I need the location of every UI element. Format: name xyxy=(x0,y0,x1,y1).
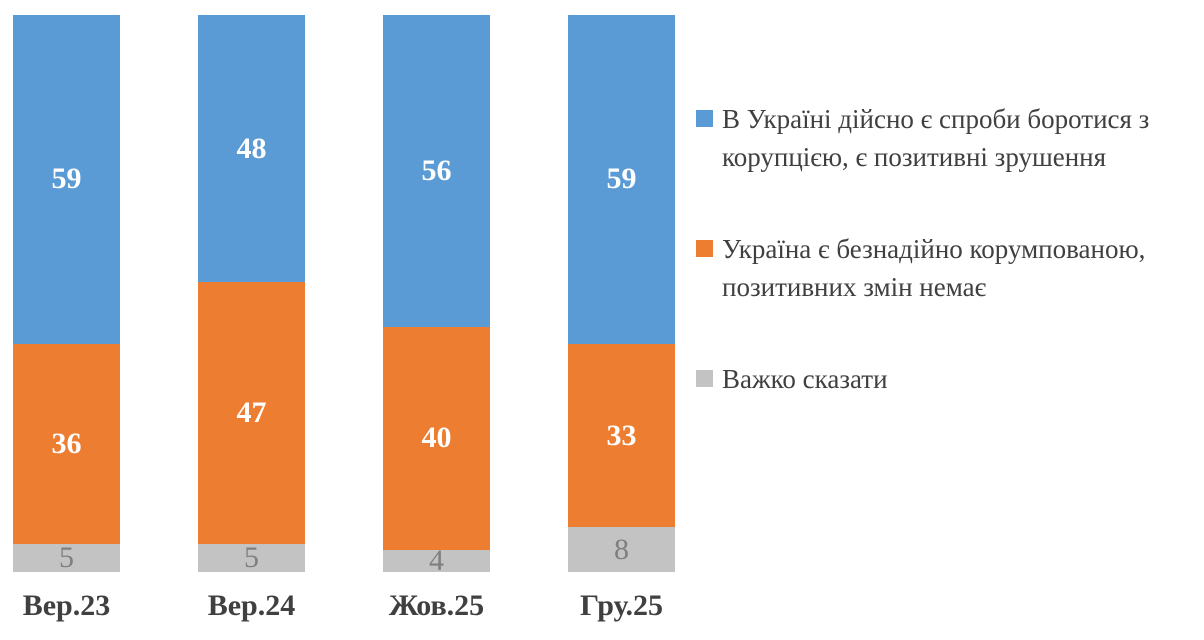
bar-column: 56 40 4 Жов.25 xyxy=(383,15,490,623)
bar-segment: 40 xyxy=(383,326,490,550)
data-label: 48 xyxy=(236,131,267,165)
bar-segment: 4 xyxy=(383,545,490,575)
legend-swatch-icon xyxy=(696,240,713,257)
category-label: Гру.25 xyxy=(580,589,663,622)
chart-legend: В Україні дійсно є спроби боротися з кор… xyxy=(696,100,1196,398)
bar-stack: 56 40 4 xyxy=(383,15,490,575)
legend-label: Україна є безнадійно корумпованою, позит… xyxy=(722,234,1146,302)
data-label: 40 xyxy=(421,421,452,455)
bar-segment: 8 xyxy=(568,527,675,572)
legend-item: В Україні дійсно є спроби боротися з кор… xyxy=(696,100,1196,176)
legend-label: В Україні дійсно є спроби боротися з кор… xyxy=(722,104,1150,172)
bar-stack: 48 47 5 xyxy=(198,15,305,575)
data-label: 59 xyxy=(51,162,82,196)
category-label: Вер.24 xyxy=(207,589,296,622)
bar-segment: 33 xyxy=(568,343,675,528)
bar-column: 59 36 5 Вер.23 xyxy=(13,15,120,623)
data-label: 33 xyxy=(606,418,637,452)
bar-stack: 59 36 5 xyxy=(13,15,120,575)
bar-stack: 59 33 8 xyxy=(568,15,675,572)
bar-segment: 56 xyxy=(383,15,490,327)
bar-segment: 47 xyxy=(198,282,305,545)
category-label: Жов.25 xyxy=(388,589,485,622)
chart-columns: 59 36 5 Вер.23 48 47 5 Вер.24 56 40 4 Жов.25 59 33 8 Гр… xyxy=(13,15,675,623)
data-label: 5 xyxy=(244,541,259,575)
bar-segment: 48 xyxy=(198,15,305,283)
legend-swatch-icon xyxy=(696,370,713,387)
data-label: 36 xyxy=(51,426,82,460)
legend-label: Важко сказати xyxy=(722,364,888,394)
legend-item: Україна є безнадійно корумпованою, позит… xyxy=(696,230,1196,306)
data-label: 4 xyxy=(429,543,444,577)
data-label: 5 xyxy=(59,541,74,575)
bar-segment: 5 xyxy=(198,541,305,575)
bar-segment: 36 xyxy=(13,343,120,545)
bar-segment: 5 xyxy=(13,541,120,575)
bar-column: 59 33 8 Гру.25 xyxy=(568,15,675,623)
data-label: 59 xyxy=(606,162,637,196)
legend-swatch-icon xyxy=(696,110,713,127)
bar-column: 48 47 5 Вер.24 xyxy=(198,15,305,623)
bar-segment: 59 xyxy=(13,15,120,344)
data-label: 47 xyxy=(236,396,267,430)
bar-segment: 59 xyxy=(568,15,675,344)
legend-item: Важко сказати xyxy=(696,360,1196,398)
data-label: 56 xyxy=(421,153,452,187)
category-label: Вер.23 xyxy=(22,589,111,622)
data-label: 8 xyxy=(614,532,629,566)
